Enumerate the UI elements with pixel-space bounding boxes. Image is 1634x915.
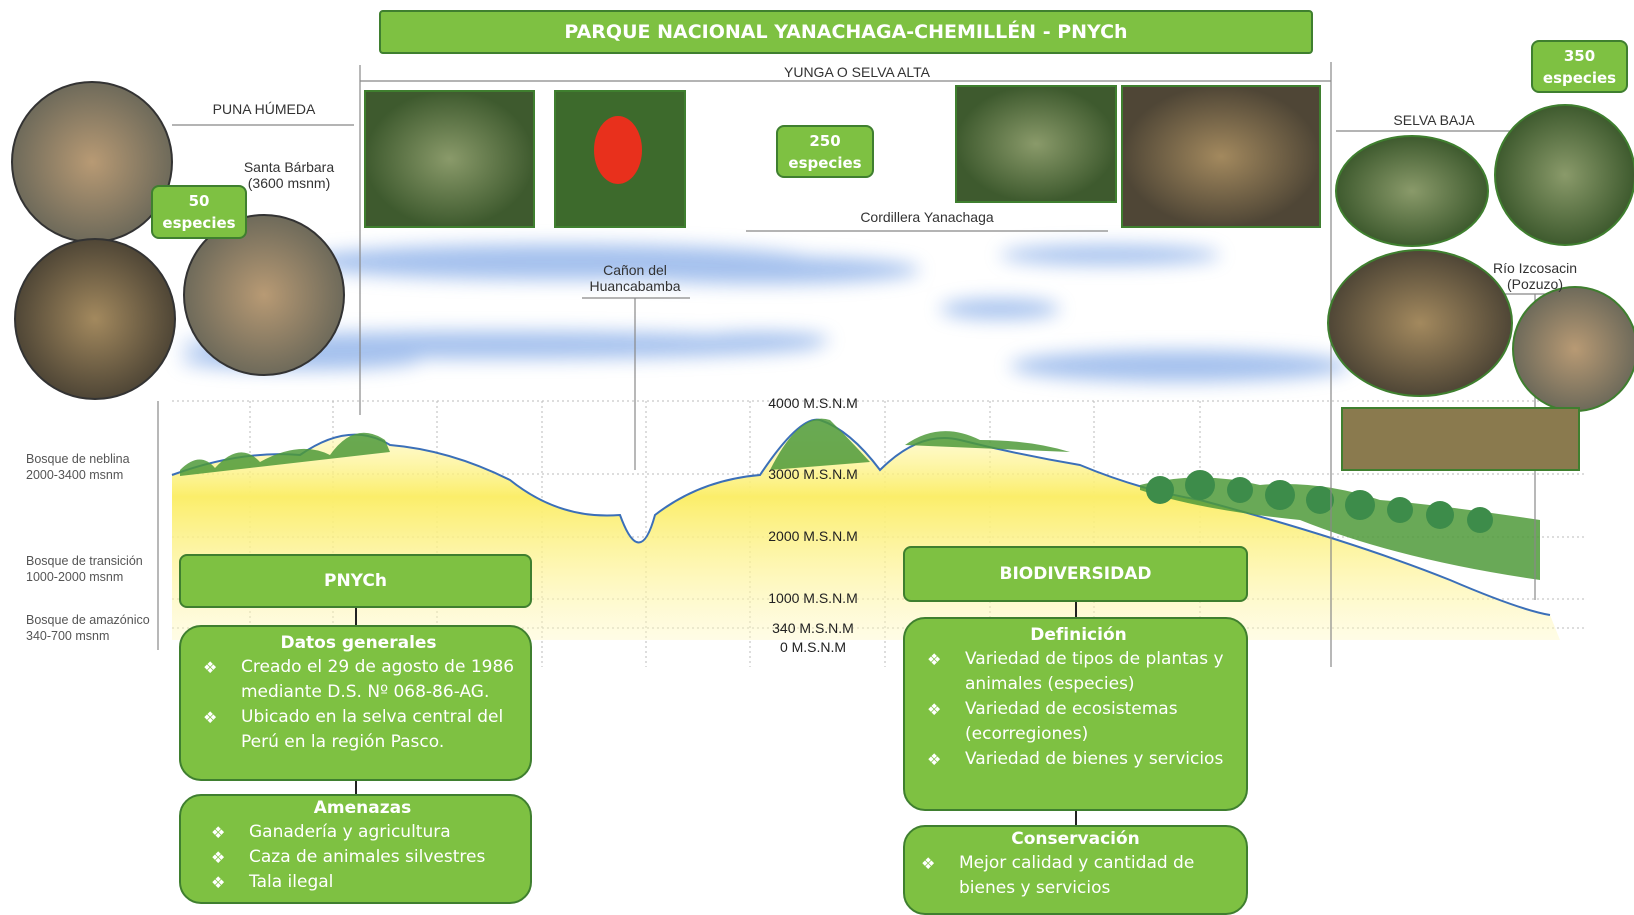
zone-label: YUNGA O SELVA ALTA	[784, 64, 904, 80]
altitude-label: 340 M.S.N.M	[772, 620, 854, 636]
item-list: Variedad de tipos de plantas y animales …	[925, 647, 1232, 772]
bullet-item: Creado el 29 de agosto de 1986 mediante …	[201, 655, 516, 705]
bullet-item: Caza de animales silvestres	[209, 845, 516, 870]
bullet-item: Variedad de tipos de plantas y animales …	[925, 647, 1232, 697]
place-note: (3600 msnm)	[248, 175, 330, 191]
bullet-item: Mejor calidad y cantidad de bienes y ser…	[919, 851, 1232, 901]
place-name: Cañon del	[603, 262, 667, 278]
bullet-item: Variedad de ecosistemas (ecorregiones)	[925, 697, 1232, 747]
altitude-label: 2000 M.S.N.M	[768, 528, 857, 544]
place-name: Huancabamba	[589, 278, 680, 294]
forest-name: Bosque de amazónico	[26, 613, 150, 627]
card-title: Conservación	[919, 829, 1232, 849]
bullet-item: Ganadería y agricultura	[209, 820, 516, 845]
species-label: especies	[153, 212, 245, 234]
place-name: Santa Bárbara	[244, 159, 334, 175]
conservation-card: ConservaciónMejor calidad y cantidad de …	[903, 825, 1248, 915]
forest-range: 1000-2000 msnm	[26, 570, 123, 584]
definition-card: DefiniciónVariedad de tipos de plantas y…	[903, 617, 1248, 811]
species-label: especies	[778, 152, 872, 174]
place-label: Santa Bárbara(3600 msnm)	[229, 159, 349, 191]
species-label: especies	[1533, 67, 1626, 89]
forest-label: Bosque de transición 1000-2000 msnm	[26, 553, 143, 585]
card-title: Datos generales	[201, 633, 516, 653]
forest-range: 2000-3400 msnm	[26, 468, 123, 482]
page: {"title": "PARQUE NACIONAL YANACHAGA-CHE…	[0, 0, 1634, 895]
forest-name: Bosque de transición	[26, 554, 143, 568]
biodiversity-header: BIODIVERSIDAD	[903, 546, 1248, 602]
card-title: Definición	[925, 625, 1232, 645]
place-label: Cordillera Yanachaga	[857, 209, 997, 225]
species-count: 250	[778, 130, 872, 152]
clouds	[180, 244, 1350, 382]
species-count: 50	[153, 190, 245, 212]
item-list: Creado el 29 de agosto de 1986 mediante …	[201, 655, 516, 755]
altitude-label: 1000 M.S.N.M	[768, 590, 857, 606]
forest-name: Bosque de neblina	[26, 452, 130, 466]
bullet-item: Tala ilegal	[209, 870, 516, 895]
bullet-item: Ubicado en la selva central del Perú en …	[201, 705, 516, 755]
forest-label: Bosque de neblina 2000-3400 msnm	[26, 451, 130, 483]
item-list: Mejor calidad y cantidad de bienes y ser…	[919, 851, 1232, 901]
bullet-item: Variedad de bienes y servicios	[925, 747, 1232, 772]
title: PARQUE NACIONAL YANACHAGA-CHEMILLÉN - PN…	[379, 10, 1313, 54]
forest-range: 340-700 msnm	[26, 629, 109, 643]
threats-card: AmenazasGanadería y agriculturaCaza de a…	[179, 794, 532, 904]
pnych-header: PNYCh	[179, 554, 532, 608]
place-name: Río Izcosacin	[1493, 260, 1577, 276]
card-title: Amenazas	[209, 798, 516, 818]
place-label: Río Izcosacin(Pozuzo)	[1475, 260, 1595, 292]
zone-label: SELVA BAJA	[1374, 112, 1494, 128]
item-list: Ganadería y agriculturaCaza de animales …	[209, 820, 516, 895]
zone-label: PUNA HÚMEDA	[204, 101, 324, 117]
altitude-label: 0 M.S.N.M	[780, 639, 846, 655]
altitude-label: 3000 M.S.N.M	[768, 466, 857, 482]
forest-label: Bosque de amazónico 340-700 msnm	[26, 612, 150, 644]
altitude-label: 4000 M.S.N.M	[768, 395, 857, 411]
species-count: 350	[1533, 45, 1626, 67]
general-card: Datos generalesCreado el 29 de agosto de…	[179, 625, 532, 781]
place-note: (Pozuzo)	[1507, 276, 1563, 292]
